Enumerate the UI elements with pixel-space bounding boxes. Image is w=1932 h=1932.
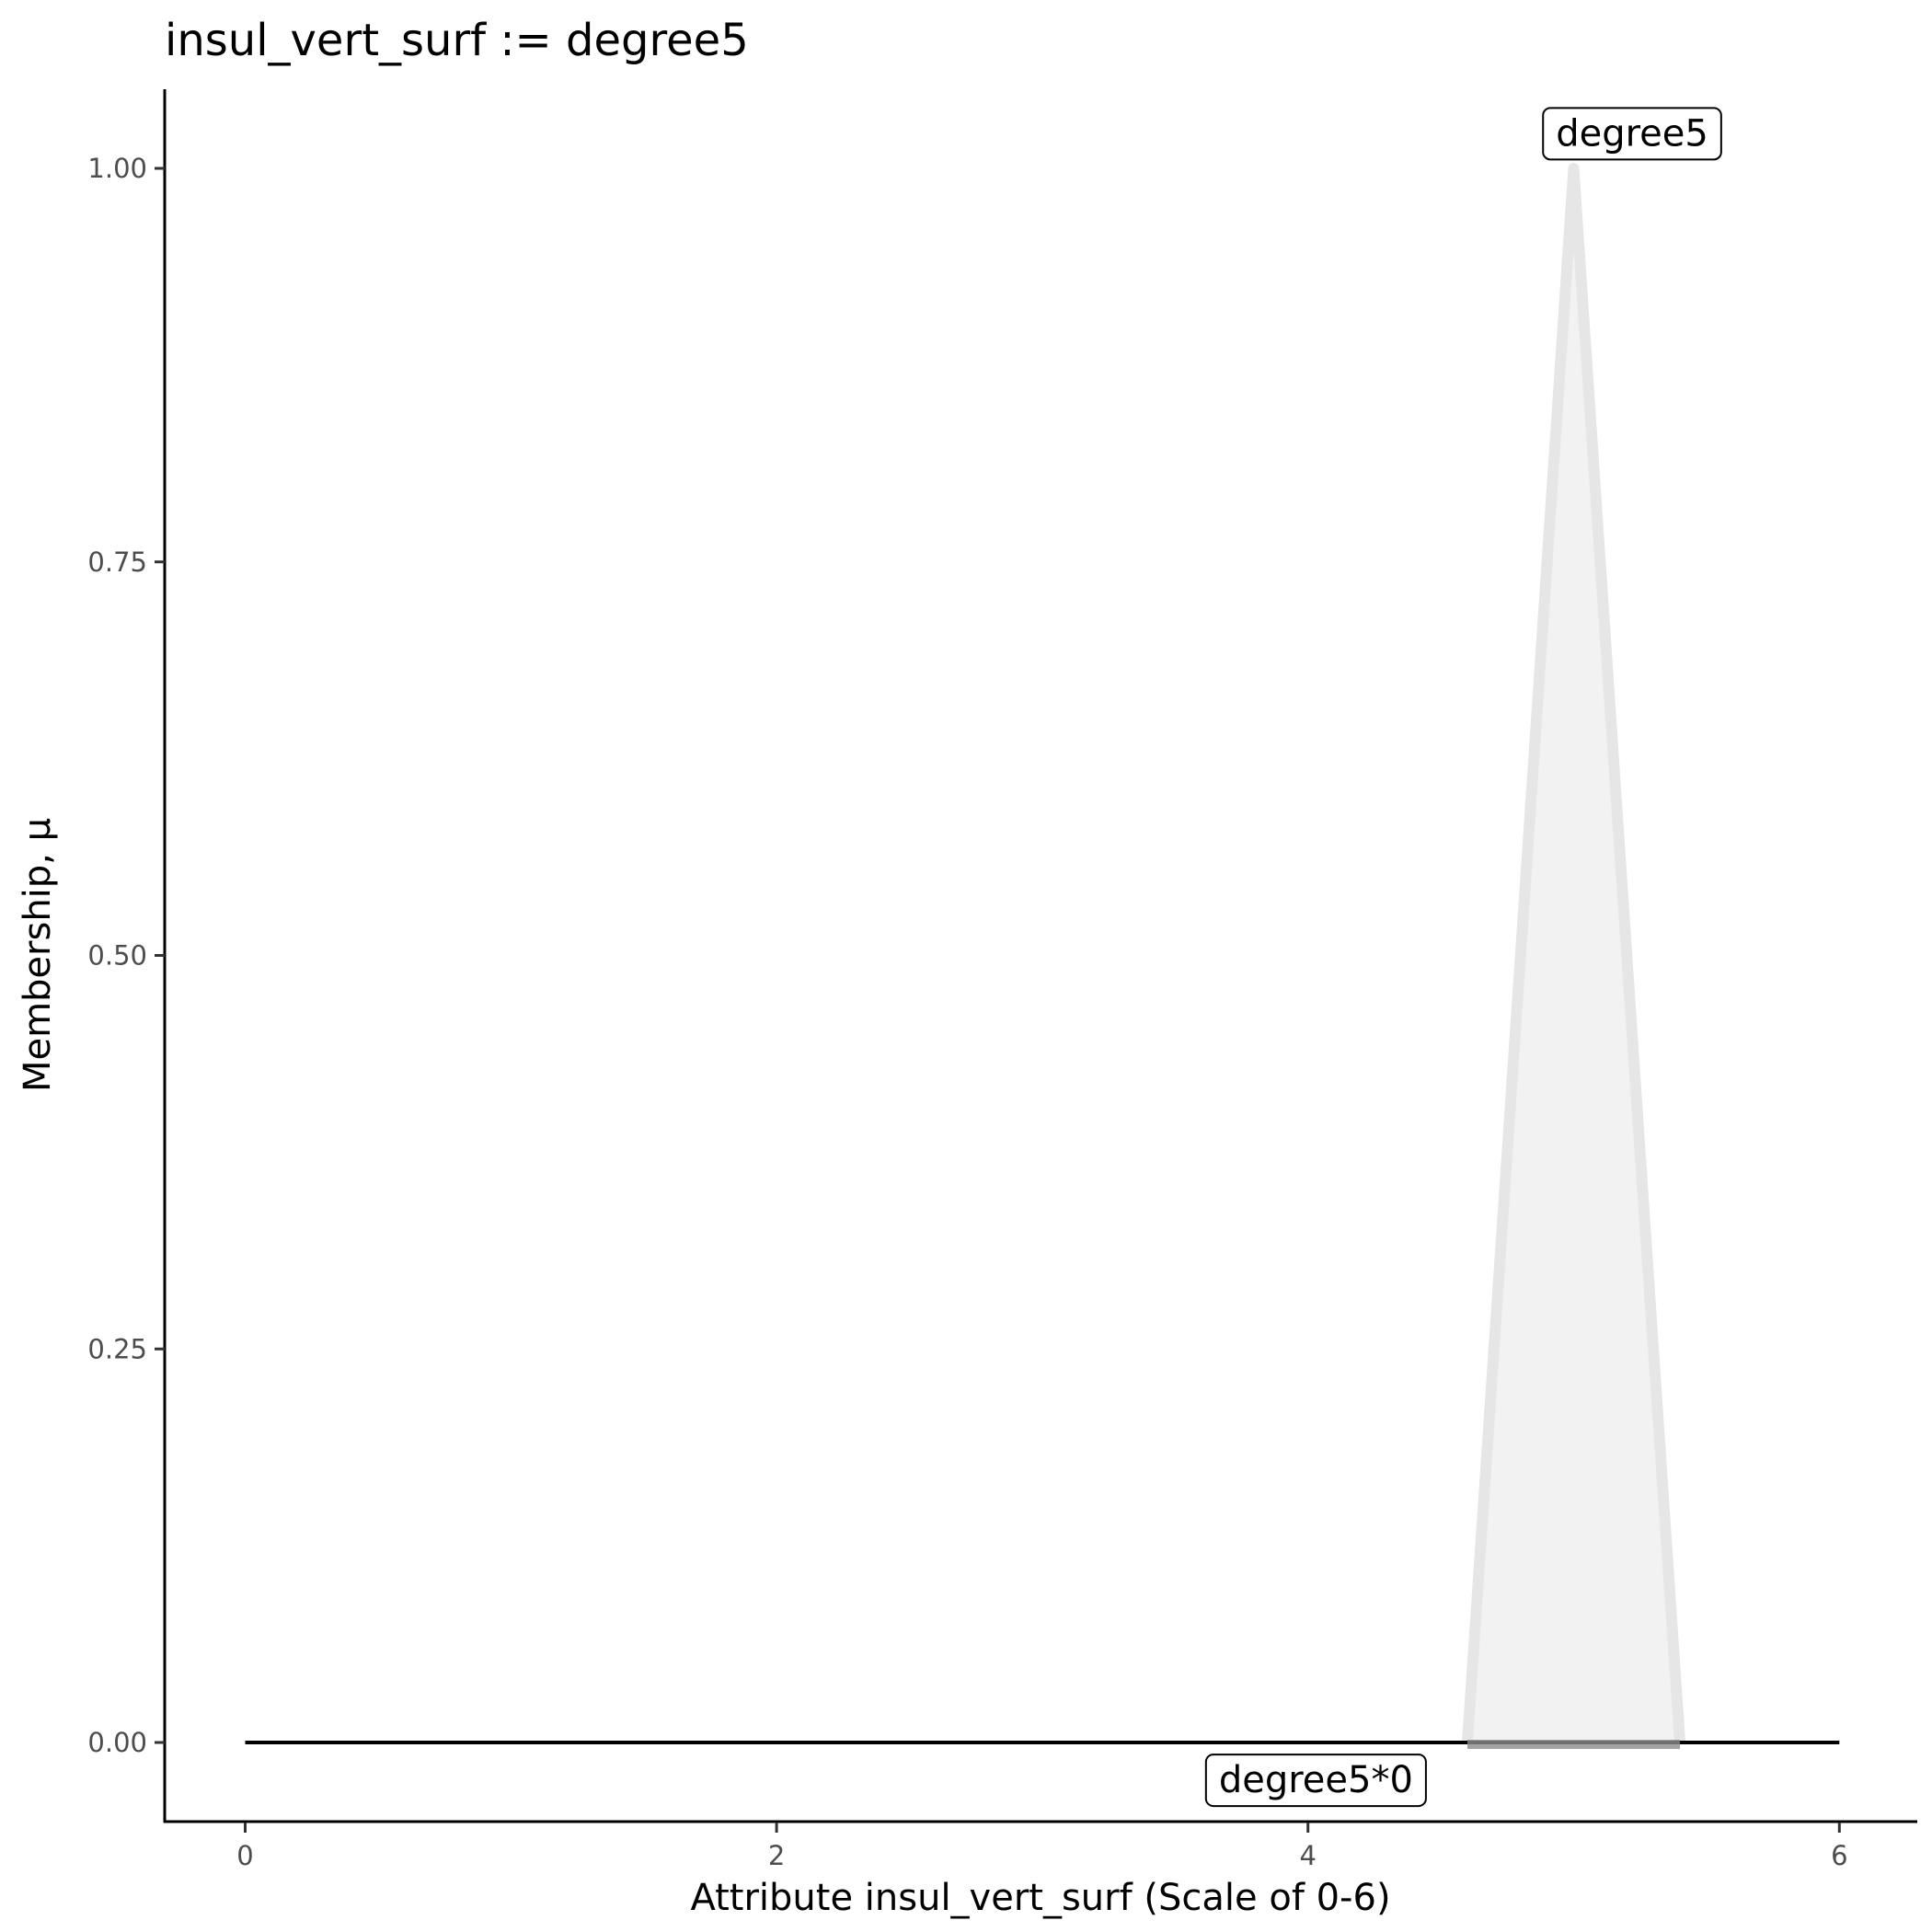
x-tick-label: 4 (1299, 1840, 1316, 1871)
y-axis-title: Membership, μ (17, 818, 59, 1092)
degree5-fill (1466, 168, 1681, 1742)
x-tick-label: 2 (768, 1840, 785, 1871)
annotation-label: degree5*0 (1204, 1754, 1427, 1808)
x-tick-label: 6 (1831, 1840, 1847, 1871)
plot-area (245, 163, 1840, 1749)
y-tick-label: 0.50 (87, 940, 147, 972)
x-axis-title: Attribute insul_vert_surf (Scale of 0-6) (690, 1877, 1390, 1919)
y-tick-label: 0.25 (87, 1333, 147, 1364)
y-tick-label: 1.00 (87, 153, 147, 184)
annotation-box (1204, 1754, 1427, 1808)
x-axis-ticks: 0 2 4 6 (236, 1823, 1848, 1871)
annotation-text: degree5*0 (1219, 1759, 1413, 1801)
chart-title: insul_vert_surf := degree5 (165, 15, 749, 66)
annotation-box (1542, 107, 1722, 161)
y-axis-ticks: 0.00 0.25 0.50 0.75 1.00 (87, 153, 165, 1758)
x-tick-label: 0 (236, 1840, 253, 1871)
annotation-text: degree5 (1556, 112, 1708, 155)
annotations: degree5 degree5*0 (1204, 107, 1722, 1808)
degree5-line (1461, 163, 1686, 1743)
y-tick-label: 0.00 (87, 1727, 147, 1758)
annotation-label: degree5 (1542, 107, 1722, 161)
y-tick-label: 0.75 (87, 546, 147, 578)
